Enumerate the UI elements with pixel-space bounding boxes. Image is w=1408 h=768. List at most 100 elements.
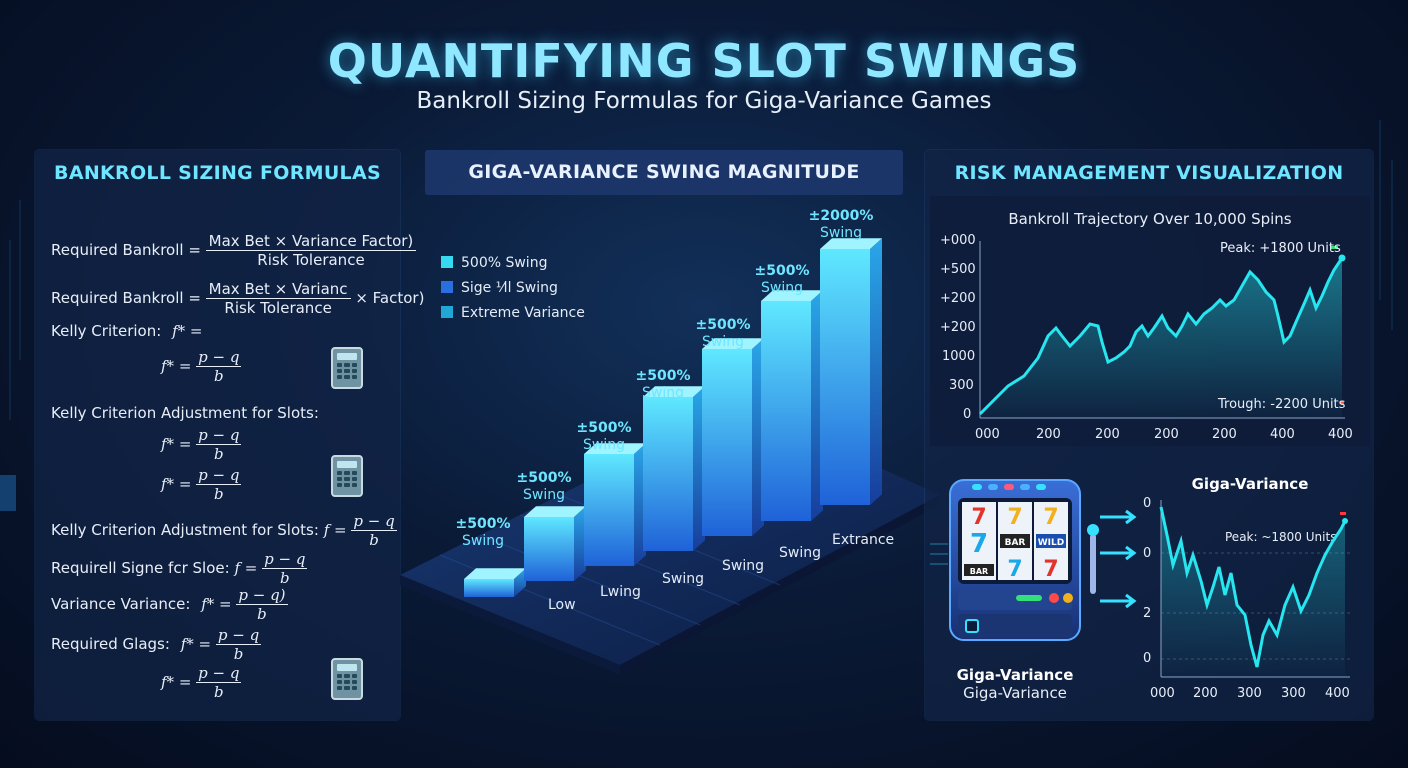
swing-bar-side <box>574 506 586 581</box>
y-tick: 300 <box>949 378 974 393</box>
formula-numerator: p − q <box>196 466 242 485</box>
swing-bar-top <box>464 568 526 579</box>
formula-denominator: Risk Tolerance <box>257 251 365 269</box>
bar-category-label: Swing <box>722 558 764 574</box>
mini-line-chart <box>1159 500 1350 678</box>
reel-text: WILD <box>1038 538 1064 548</box>
formula-numerator: p − q <box>196 348 242 367</box>
reel-text: BAR <box>970 567 988 576</box>
formula-kelly: Kelly Criterion: f* = <box>51 322 202 340</box>
swing-bar-side <box>514 568 526 597</box>
reel-text: BAR <box>1005 538 1026 548</box>
formula-label: Kelly Criterion Adjustment for Slots: <box>51 521 319 539</box>
x-tick: 200 <box>1154 427 1179 442</box>
calculator-icon <box>331 347 363 389</box>
mini-y-tick: 0 <box>1143 651 1152 666</box>
legend-item: Extreme Variance <box>441 305 585 321</box>
legend-swatch <box>441 281 453 293</box>
trajectory-chart-title: Bankroll Trajectory Over 10,000 Spins <box>1008 210 1292 228</box>
y-tick: +200 <box>940 320 976 335</box>
formula-fraction: p − q b <box>196 664 242 701</box>
formula-fraction: p − q b <box>215 626 262 663</box>
swing-bar <box>464 579 514 597</box>
formula-kelly-fraction-2: f* = p − q b <box>161 426 242 463</box>
legend-swatch <box>441 306 453 318</box>
formula-numerator: p − q <box>215 626 262 645</box>
y-tick: +200 <box>940 291 976 306</box>
machine-sublabel: Giga-Variance <box>963 684 1067 702</box>
formula-fraction: p − q b <box>196 348 242 385</box>
formula-kelly-adjustment-label: Kelly Criterion Adjustment for Slots: <box>51 404 319 422</box>
legend-label: Extreme Variance <box>461 305 585 321</box>
formula-denominator: b <box>233 645 244 663</box>
formula-symbol: f* = <box>180 635 212 653</box>
formula-numerator: p − q <box>196 664 242 683</box>
mini-x-tick: 200 <box>1193 686 1218 701</box>
formula-numerator: Max Bet × Variance Factor) <box>205 232 417 251</box>
bar-category-label: Low <box>548 597 576 613</box>
swing-bar-side <box>870 238 882 505</box>
peak-indicator <box>1330 246 1338 249</box>
formula-kelly-slots: Kelly Criterion Adjustment for Slots: f … <box>51 512 397 549</box>
formula-kelly-fraction-4: f* = p − q b <box>161 664 242 701</box>
formula-symbol: f* = <box>161 673 192 691</box>
calculator-icon <box>331 658 363 700</box>
bar-category-label: Swing <box>662 571 704 587</box>
formula-tail: × Factor) <box>355 289 425 307</box>
formula-required-bankroll-2: Required Bankroll = Max Bet × Varianc Ri… <box>51 280 424 317</box>
formula-fraction: Max Bet × Varianc Risk Tolerance <box>205 280 351 317</box>
trajectory-line <box>978 257 1344 416</box>
svg-text:7: 7 <box>1043 557 1058 582</box>
formulas-panel: BANKROLL SIZING FORMULAS Required Bankro… <box>35 150 424 720</box>
bar-value-label: ±500% Swing <box>576 420 632 453</box>
page-title: QUANTIFYING SLOT SWINGS <box>327 34 1081 88</box>
formula-label: Required Glags: <box>51 635 170 653</box>
mini-y-tick: 2 <box>1143 606 1152 621</box>
svg-text:7: 7 <box>1007 557 1022 582</box>
x-tick: 400 <box>1328 427 1353 442</box>
mini-x-tick: 000 <box>1150 686 1175 701</box>
formula-numerator: p − q <box>196 426 242 445</box>
machine-label: Giga-Variance <box>956 666 1074 684</box>
formula-denominator: b <box>369 531 379 549</box>
formula-label: Required Bankroll = <box>51 241 201 259</box>
swing-panel-title: GIGA-VARIANCE SWING MAGNITUDE <box>468 161 860 183</box>
formula-numerator: p − q <box>351 512 397 531</box>
mini-chart-title: Giga-Variance <box>1191 475 1309 493</box>
formula-label: Kelly Criterion: <box>51 322 162 340</box>
y-tick: 0 <box>963 407 972 422</box>
reel-bar-symbol <box>1000 534 1030 548</box>
formula-symbol: f = <box>323 521 347 539</box>
formula-symbol: f* = <box>172 322 203 340</box>
formula-fraction: p − q b <box>196 466 242 503</box>
formula-label: Kelly Criterion Adjustment for Slots: <box>51 404 319 422</box>
page-subtitle: Bankroll Sizing Formulas for Giga-Varian… <box>416 88 992 114</box>
formula-denominator: b <box>214 683 224 701</box>
formula-label: Required Bankroll = <box>51 289 201 307</box>
formula-denominator: b <box>257 605 267 623</box>
trough-label: Trough: -2200 Units <box>1218 397 1346 412</box>
formula-denominator: b <box>214 367 224 385</box>
bar-category-label: Swing <box>779 545 821 561</box>
chart-platform-edge <box>400 575 620 675</box>
y-tick: +500 <box>940 262 976 277</box>
swing-bar-chart <box>400 238 940 675</box>
svg-text:7: 7 <box>970 529 988 559</box>
peak-marker <box>1338 254 1346 262</box>
legend-swatch <box>441 256 453 268</box>
svg-text:7: 7 <box>971 505 986 530</box>
formula-required-bankroll-1: Required Bankroll = Max Bet × Variance F… <box>51 232 417 269</box>
chart-platform-edge <box>620 495 940 675</box>
mini-y-tick: 0 <box>1143 496 1152 511</box>
swing-bar-top <box>820 238 882 249</box>
svg-text:7: 7 <box>1043 505 1058 530</box>
swing-bar <box>820 249 870 505</box>
swing-bar <box>524 517 574 581</box>
swing-bar <box>643 397 693 551</box>
swing-bar <box>584 454 634 566</box>
x-tick: 200 <box>1036 427 1061 442</box>
svg-text:7: 7 <box>1007 505 1022 530</box>
formula-fraction: p − q b <box>351 512 397 549</box>
formula-fraction: p − q b <box>196 426 242 463</box>
